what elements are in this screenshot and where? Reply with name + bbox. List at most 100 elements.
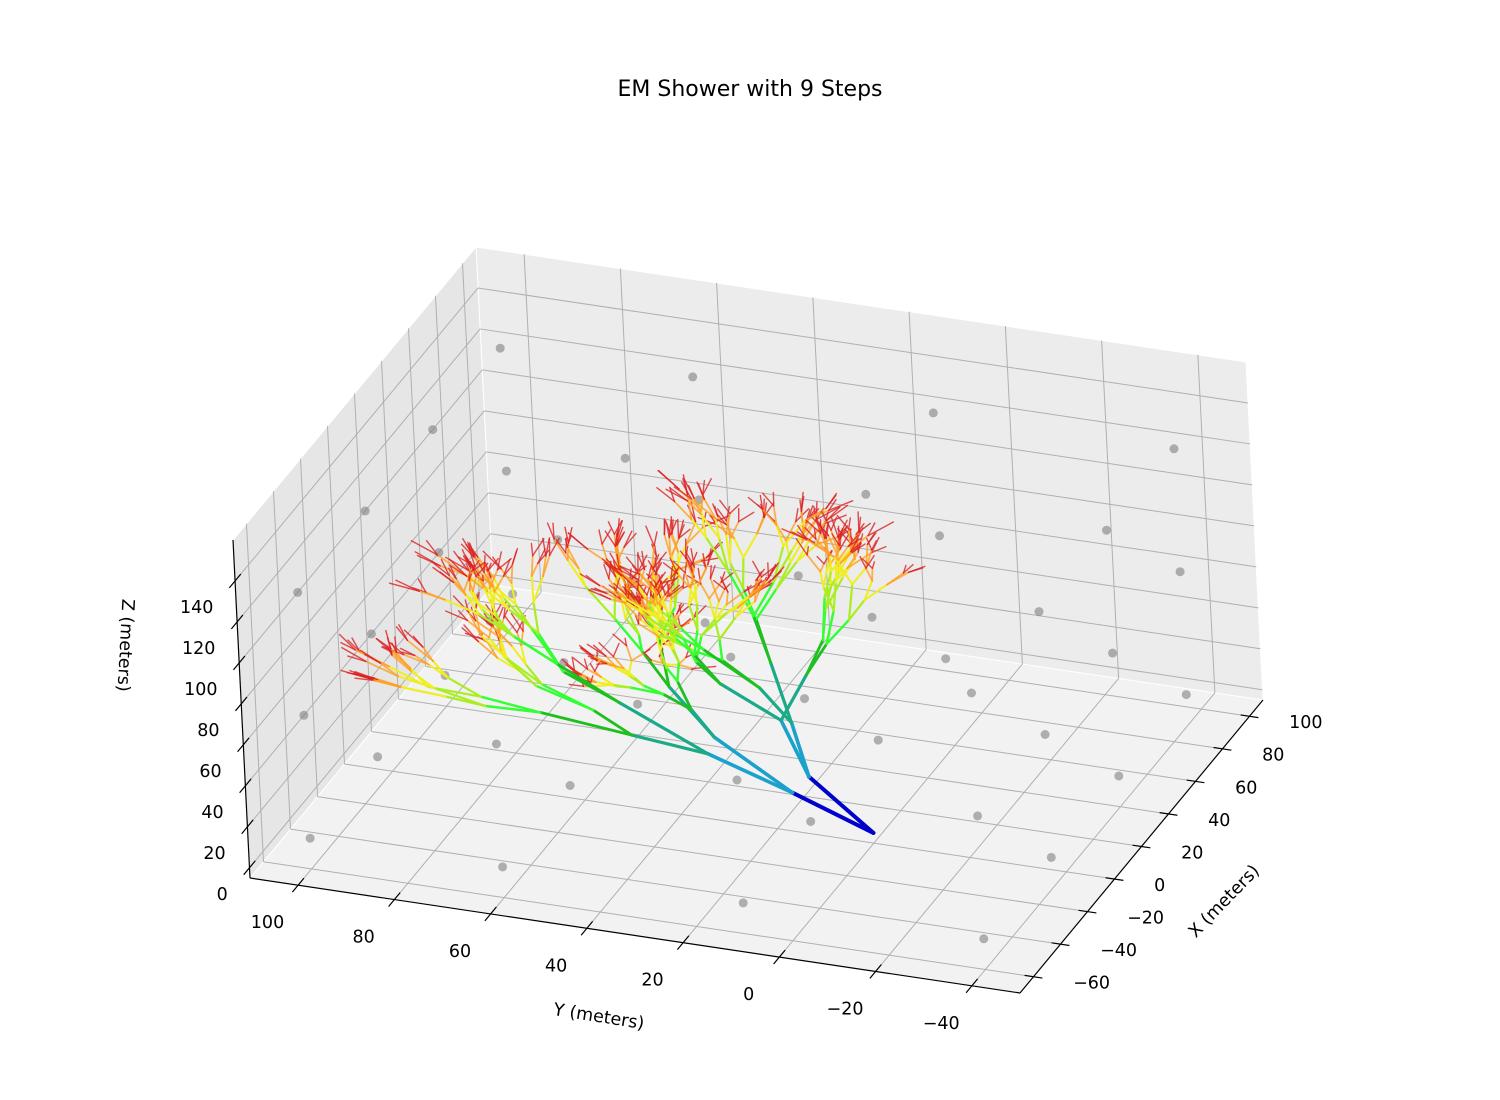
track-step-8 <box>489 576 496 593</box>
track-step-8 <box>715 523 735 540</box>
track-step-9 <box>781 528 808 541</box>
track-step-9 <box>448 558 468 577</box>
track-step-8 <box>474 619 502 639</box>
track-step-9 <box>619 565 639 581</box>
track-step-9 <box>572 657 589 670</box>
track-step-8 <box>580 673 597 683</box>
track-step-9 <box>719 576 729 593</box>
background-point <box>873 735 883 745</box>
x-tick-label: −60 <box>1073 974 1110 994</box>
x-tick-label: −40 <box>1100 941 1137 961</box>
track-step-9 <box>414 551 441 567</box>
track-step-8 <box>395 651 412 672</box>
z-tick-label: 140 <box>180 598 213 618</box>
track-step-7 <box>828 553 833 573</box>
x-tick-mark <box>1105 877 1124 881</box>
track-step-4 <box>752 614 772 664</box>
track-step-9 <box>398 624 409 641</box>
track-step-8 <box>699 583 711 600</box>
track-step-9 <box>725 505 731 522</box>
track-step-9 <box>678 524 685 539</box>
track-step-6 <box>505 657 544 686</box>
track-step-6 <box>718 615 738 641</box>
track-step-5 <box>718 638 724 662</box>
grid-line-x-floor <box>371 731 1142 847</box>
track-step-9 <box>613 566 623 577</box>
track-step-9 <box>862 558 874 569</box>
track-step-6 <box>666 621 684 639</box>
track-step-9 <box>431 561 450 577</box>
track-step-5 <box>484 704 542 714</box>
track-step-9 <box>662 562 679 575</box>
track-step-9 <box>599 593 611 600</box>
track-step-9 <box>830 516 838 531</box>
background-point <box>498 862 508 872</box>
track-step-8 <box>686 499 702 516</box>
grid-line-z-side <box>234 287 479 582</box>
grid-line-y-back <box>1197 354 1216 693</box>
track-step-8 <box>669 533 679 553</box>
track-step-6 <box>532 601 540 635</box>
grid-line-x-floor <box>452 633 1223 750</box>
track-step-9 <box>609 552 621 571</box>
track-step-9 <box>807 505 814 520</box>
track-step-9 <box>464 632 483 640</box>
track-step-9 <box>837 525 840 547</box>
track-step-8 <box>671 537 680 556</box>
track-step-9 <box>805 519 822 534</box>
track-step-7 <box>690 518 707 539</box>
x-tick-mark <box>1159 812 1178 816</box>
track-step-9 <box>656 487 676 503</box>
z-tick-mark <box>237 737 250 753</box>
track-step-8 <box>598 584 627 600</box>
y-axis-label: Y (meters) <box>551 1000 646 1034</box>
track-step-7 <box>520 644 527 666</box>
background-point <box>491 739 501 749</box>
track-step-7 <box>742 532 759 559</box>
track-step-9 <box>654 557 658 576</box>
x-tick-mark <box>1024 974 1043 979</box>
x-tick-label: 20 <box>1181 843 1203 863</box>
track-step-6 <box>611 683 631 689</box>
y-tick-mark <box>484 906 497 922</box>
track-step-9 <box>448 567 457 580</box>
track-step-8 <box>865 567 874 582</box>
grid-line-x-side <box>408 328 426 667</box>
track-step-9 <box>762 492 775 507</box>
track-step-9 <box>338 633 356 651</box>
x-tick-label: 100 <box>1289 713 1322 733</box>
track-step-4 <box>538 711 634 737</box>
track-step-3 <box>758 686 794 725</box>
grid-line-y-floor <box>875 678 1120 972</box>
track-step-9 <box>504 615 518 633</box>
track-step-9 <box>616 553 621 571</box>
track-step-8 <box>477 640 499 659</box>
track-step-8 <box>593 670 602 678</box>
track-step-7 <box>851 566 868 586</box>
track-step-9 <box>815 506 841 521</box>
track-step-9 <box>386 636 393 656</box>
track-step-9 <box>702 479 706 496</box>
track-step-7 <box>733 537 745 559</box>
grid-line-x-side <box>327 426 345 765</box>
x-tick-label: 0 <box>1154 876 1165 896</box>
background-point <box>428 425 438 435</box>
track-step-9 <box>649 581 659 592</box>
track-step-9 <box>448 564 468 577</box>
track-step-9 <box>483 554 486 573</box>
track-step-4 <box>555 662 621 704</box>
track-step-9 <box>690 667 694 671</box>
z-tick-label: 100 <box>184 680 217 700</box>
z-tick-mark <box>243 860 256 876</box>
track-step-9 <box>815 518 822 534</box>
track-step-9 <box>836 514 850 530</box>
track-step-8 <box>837 550 852 567</box>
track-step-7 <box>443 598 480 616</box>
track-step-9 <box>821 510 832 531</box>
track-step-9 <box>702 478 712 496</box>
track-step-8 <box>676 572 691 589</box>
grid-line-x-floor <box>344 763 1115 880</box>
background-point <box>299 710 309 720</box>
track-step-8 <box>865 543 869 569</box>
